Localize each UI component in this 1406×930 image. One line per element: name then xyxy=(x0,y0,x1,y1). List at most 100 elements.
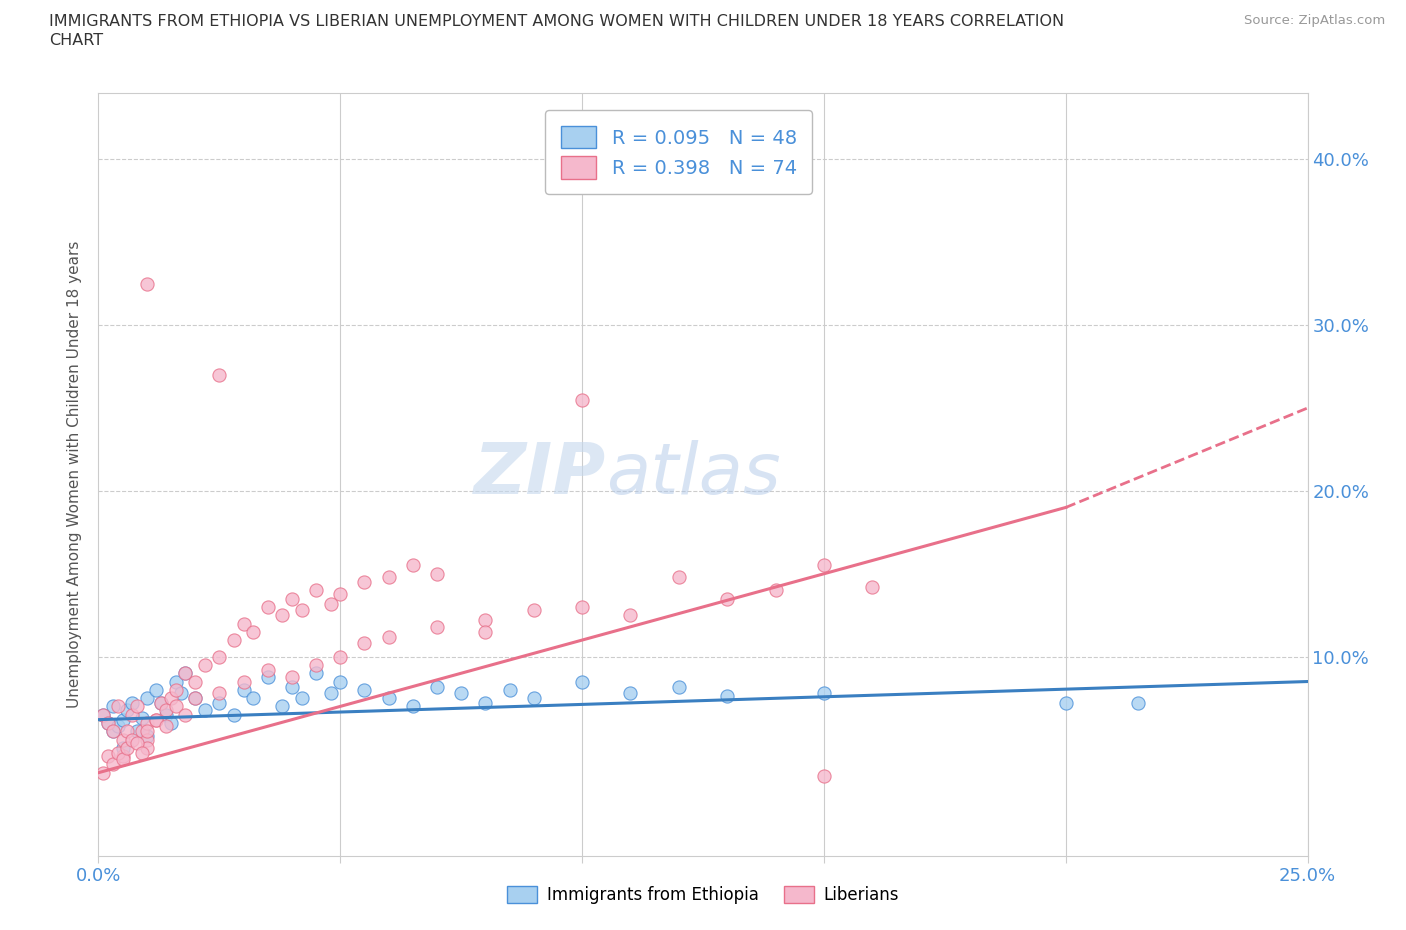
Point xyxy=(232,616,254,631)
Point xyxy=(169,685,191,700)
Point xyxy=(716,591,738,606)
Point xyxy=(1128,696,1150,711)
Point xyxy=(165,683,187,698)
Point xyxy=(813,685,835,700)
Point xyxy=(135,715,157,730)
Point xyxy=(765,583,787,598)
Point xyxy=(402,558,425,573)
Point xyxy=(619,608,641,623)
Point xyxy=(571,392,593,407)
Point xyxy=(1054,696,1077,711)
Point xyxy=(208,649,231,664)
Point xyxy=(121,696,143,711)
Point xyxy=(571,674,593,689)
Point xyxy=(329,649,352,664)
Text: ZIP: ZIP xyxy=(474,440,606,509)
Point xyxy=(813,768,835,783)
Text: atlas: atlas xyxy=(606,440,780,509)
Point xyxy=(150,696,173,711)
Point xyxy=(619,685,641,700)
Text: CHART: CHART xyxy=(49,33,103,47)
Point xyxy=(111,749,134,764)
Point xyxy=(131,745,153,760)
Point xyxy=(377,630,399,644)
Legend: Immigrants from Ethiopia, Liberians: Immigrants from Ethiopia, Liberians xyxy=(499,878,907,912)
Point xyxy=(208,367,231,382)
Point xyxy=(145,683,167,698)
Point xyxy=(145,712,167,727)
Text: IMMIGRANTS FROM ETHIOPIA VS LIBERIAN UNEMPLOYMENT AMONG WOMEN WITH CHILDREN UNDE: IMMIGRANTS FROM ETHIOPIA VS LIBERIAN UNE… xyxy=(49,14,1064,29)
Point xyxy=(474,696,496,711)
Y-axis label: Unemployment Among Women with Children Under 18 years: Unemployment Among Women with Children U… xyxy=(67,241,83,708)
Point xyxy=(242,624,264,639)
Point xyxy=(329,586,352,601)
Point xyxy=(194,658,217,672)
Point xyxy=(523,603,546,618)
Point xyxy=(426,566,449,581)
Point xyxy=(135,276,157,291)
Point xyxy=(426,679,449,694)
Point xyxy=(498,683,520,698)
Point xyxy=(208,685,231,700)
Point xyxy=(135,729,157,744)
Point xyxy=(111,752,134,767)
Point xyxy=(101,757,124,772)
Point xyxy=(377,691,399,706)
Point xyxy=(101,724,124,738)
Point xyxy=(319,685,342,700)
Point xyxy=(353,683,375,698)
Point xyxy=(813,558,835,573)
Point xyxy=(668,570,690,585)
Point xyxy=(101,724,124,738)
Point xyxy=(281,679,304,694)
Point xyxy=(91,707,114,722)
Point xyxy=(305,583,328,598)
Point xyxy=(271,608,294,623)
Point xyxy=(523,691,546,706)
Point xyxy=(135,740,157,755)
Point xyxy=(155,707,177,722)
Point xyxy=(668,679,690,694)
Point xyxy=(256,669,278,684)
Point xyxy=(256,662,278,677)
Point xyxy=(121,732,143,747)
Point xyxy=(155,702,177,717)
Point xyxy=(107,699,129,714)
Point xyxy=(117,740,139,755)
Point xyxy=(353,636,375,651)
Point xyxy=(155,719,177,734)
Point xyxy=(131,724,153,738)
Point xyxy=(145,712,167,727)
Point xyxy=(305,658,328,672)
Point xyxy=(353,575,375,590)
Point xyxy=(232,674,254,689)
Point xyxy=(174,666,197,681)
Point xyxy=(165,699,187,714)
Point xyxy=(174,666,197,681)
Point xyxy=(165,674,187,689)
Point xyxy=(281,669,304,684)
Point xyxy=(329,674,352,689)
Point xyxy=(160,691,183,706)
Point xyxy=(107,719,129,734)
Point xyxy=(127,724,149,738)
Point xyxy=(184,691,207,706)
Point xyxy=(474,613,496,628)
Legend: R = 0.095   N = 48, R = 0.398   N = 74: R = 0.095 N = 48, R = 0.398 N = 74 xyxy=(546,111,813,194)
Point xyxy=(184,691,207,706)
Point xyxy=(107,745,129,760)
Point xyxy=(97,715,120,730)
Point xyxy=(117,724,139,738)
Point xyxy=(402,699,425,714)
Point xyxy=(281,591,304,606)
Point xyxy=(160,715,183,730)
Point xyxy=(131,711,153,725)
Point xyxy=(135,691,157,706)
Point xyxy=(135,724,157,738)
Point xyxy=(222,707,245,722)
Point xyxy=(121,707,143,722)
Point xyxy=(222,632,245,647)
Point xyxy=(174,707,197,722)
Point xyxy=(127,699,149,714)
Point xyxy=(184,674,207,689)
